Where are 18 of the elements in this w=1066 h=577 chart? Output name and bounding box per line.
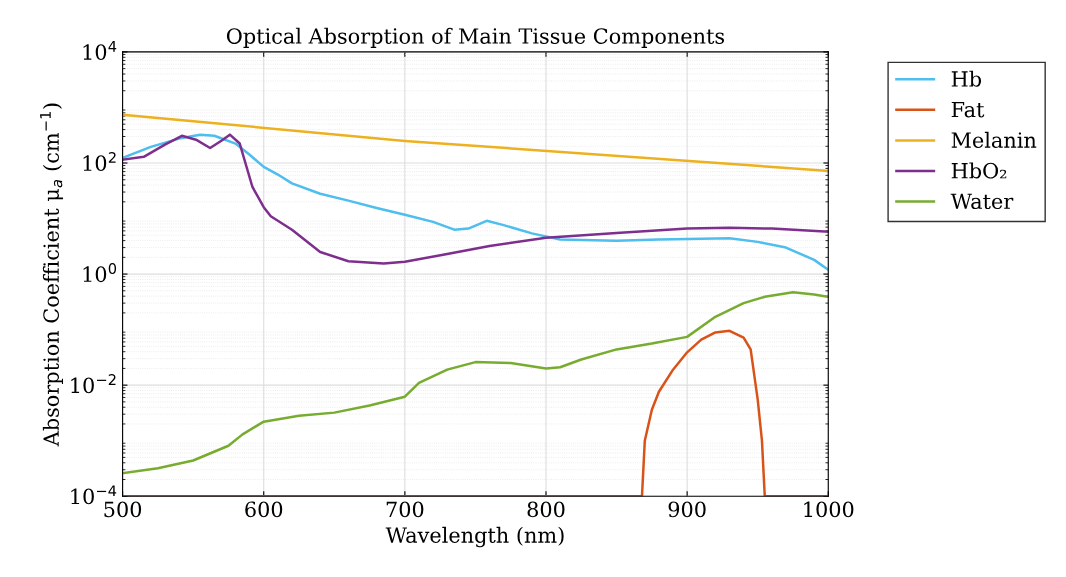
x-tick-label: 600 (245, 501, 283, 518)
legend-label: Hb (951, 70, 982, 87)
x-axis-title: Wavelength (nm) (385, 526, 564, 548)
y-tick-label: 10$^{0}$ (83, 263, 117, 283)
y-tick-label: 10$^{4}$ (83, 41, 117, 60)
x-tick-label: 1000 (804, 501, 854, 518)
y-axis-title: Absorption Coefficient μ$_{a}$ (cm$^{−1}$) (40, 103, 64, 447)
chart-title: Optical Absorption of Main Tissue Components (226, 27, 725, 48)
y-tick-label: 10$^{−2}$ (71, 374, 116, 394)
x-tick-label: 800 (527, 501, 565, 518)
legend-label: Water (950, 193, 1014, 210)
legend-label: Fat (951, 101, 985, 118)
x-tick-label: 700 (386, 501, 424, 518)
x-tick-label: 900 (668, 501, 706, 518)
y-tick-label: 10$^{2}$ (83, 151, 116, 172)
line-series (122, 291, 829, 475)
legend-label: Melanin (951, 131, 1037, 148)
legend-label: HbO₂ (951, 162, 1007, 179)
